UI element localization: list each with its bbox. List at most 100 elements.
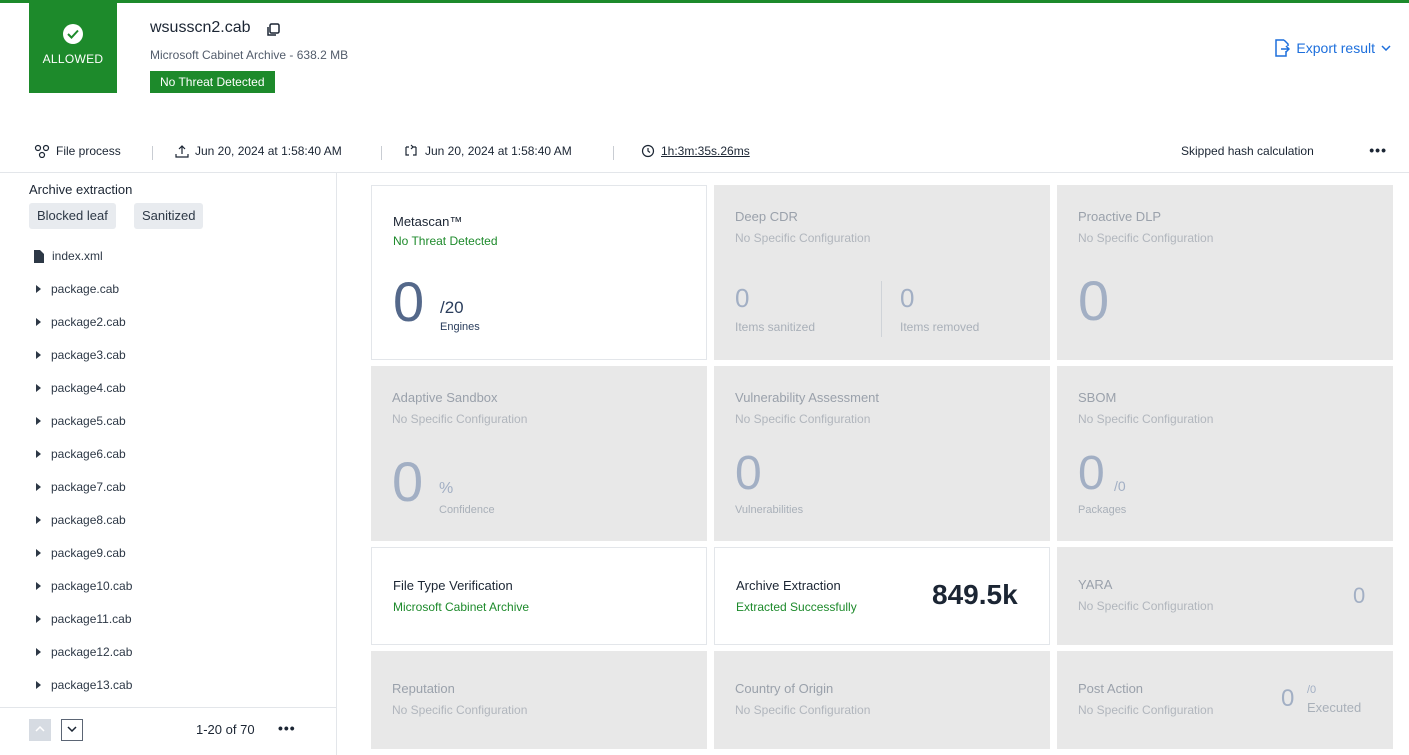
tree-item[interactable]: package5.cab: [34, 411, 126, 431]
tree-item[interactable]: package6.cab: [34, 444, 126, 464]
card-value: 0: [1078, 269, 1110, 332]
card-unit-label: Confidence: [439, 504, 495, 516]
card-value: 0: [392, 450, 424, 513]
export-icon: [1275, 39, 1291, 57]
file-icon: [34, 249, 44, 263]
card-proactive-dlp[interactable]: Proactive DLP No Specific Configuration …: [1057, 185, 1393, 360]
caret-right-icon: [36, 516, 41, 524]
card-title: SBOM: [1078, 390, 1117, 405]
tree-item-label: package3.cab: [51, 348, 126, 362]
card-status: No Specific Configuration: [735, 703, 871, 717]
card-status: No Specific Configuration: [1078, 412, 1214, 426]
process-icon: [34, 144, 50, 158]
copy-icon[interactable]: [266, 23, 280, 37]
more-options-button[interactable]: •••: [1369, 142, 1387, 158]
card-sbom[interactable]: SBOM No Specific Configuration 0 /0 Pack…: [1057, 366, 1393, 541]
file-name: wsusscn2.cab: [150, 19, 251, 36]
tree-item-label: package4.cab: [51, 381, 126, 395]
card-yara[interactable]: YARA No Specific Configuration 0: [1057, 547, 1393, 645]
caret-right-icon: [36, 384, 41, 392]
tree-item-label: package11.cab: [51, 612, 132, 626]
card-unit-label: Vulnerabilities: [735, 504, 804, 516]
tree-item-label: package5.cab: [51, 414, 126, 428]
card-value: 0: [393, 270, 425, 333]
pagination-more-button[interactable]: •••: [278, 720, 296, 736]
card-unit: %: [439, 480, 454, 497]
card-metascan[interactable]: Metascan™ No Threat Detected 0 /20 Engin…: [371, 185, 707, 360]
caret-right-icon: [36, 285, 41, 293]
card-unit-label: Packages: [1078, 504, 1127, 516]
card-title: File Type Verification: [393, 578, 513, 593]
caret-right-icon: [36, 351, 41, 359]
card-title: Metascan™: [393, 214, 463, 229]
tree-item[interactable]: package9.cab: [34, 543, 126, 563]
tree-item[interactable]: package13.cab: [34, 675, 132, 695]
tree-item[interactable]: package8.cab: [34, 510, 126, 530]
card-unit: /0: [1114, 478, 1126, 494]
card-status: No Specific Configuration: [735, 412, 871, 426]
tag-blocked-leaf[interactable]: Blocked leaf: [29, 203, 116, 229]
verdict-block: ALLOWED: [29, 3, 117, 93]
tree-item[interactable]: package11.cab: [34, 609, 132, 629]
card-title: Archive Extraction: [736, 578, 841, 593]
card-value: 849.5k: [932, 579, 1018, 610]
tree-item[interactable]: package10.cab: [34, 576, 132, 596]
items-sanitized-value: 0: [735, 283, 750, 313]
card-reputation[interactable]: Reputation No Specific Configuration: [371, 651, 707, 749]
card-adaptive-sandbox[interactable]: Adaptive Sandbox No Specific Configurati…: [371, 366, 707, 541]
verdict-label: ALLOWED: [42, 52, 104, 66]
tree-item-label: package12.cab: [51, 645, 133, 659]
card-unit: /0: [1307, 684, 1317, 696]
duration[interactable]: 1h:3m:35s.26ms: [641, 144, 750, 158]
card-file-type-verification[interactable]: File Type Verification Microsoft Cabinet…: [371, 547, 707, 645]
card-value: 0: [1281, 685, 1295, 712]
processed-time-text: Jun 20, 2024 at 1:58:40 AM: [425, 144, 572, 158]
card-value: 0: [735, 447, 762, 500]
card-title: Adaptive Sandbox: [392, 390, 498, 405]
top-accent-line: [0, 0, 1409, 3]
card-deep-cdr[interactable]: Deep CDR No Specific Configuration 0 Ite…: [714, 185, 1050, 360]
file-tree: index.xml package.cab package2.cab packa…: [0, 241, 325, 707]
items-removed-label: Items removed: [900, 320, 980, 334]
page-next-button[interactable]: [61, 719, 83, 741]
card-country-of-origin[interactable]: Country of Origin No Specific Configurat…: [714, 651, 1050, 749]
threat-status-badge: No Threat Detected: [150, 71, 275, 93]
processed-time: Jun 20, 2024 at 1:58:40 AM: [403, 144, 572, 158]
tree-item[interactable]: package7.cab: [34, 477, 126, 497]
card-vulnerability-assessment[interactable]: Vulnerability Assessment No Specific Con…: [714, 366, 1050, 541]
card-post-action[interactable]: Post Action No Specific Configuration 0 …: [1057, 651, 1393, 749]
page-prev-button[interactable]: [29, 719, 51, 741]
check-circle-icon: [63, 24, 83, 44]
caret-right-icon: [36, 483, 41, 491]
caret-right-icon: [36, 648, 41, 656]
tree-item-index-xml[interactable]: index.xml: [34, 246, 103, 266]
chevron-down-icon: [67, 726, 77, 732]
tree-item[interactable]: package12.cab: [34, 642, 132, 662]
tree-item[interactable]: package3.cab: [34, 345, 126, 365]
card-status: No Specific Configuration: [1078, 231, 1214, 245]
refresh-icon: [405, 144, 417, 156]
pagination-bar: 1-20 of 70 •••: [0, 707, 336, 755]
card-title: Vulnerability Assessment: [735, 390, 880, 405]
export-label: Export result: [1296, 40, 1375, 56]
tree-item[interactable]: package4.cab: [34, 378, 126, 398]
caret-right-icon: [36, 615, 41, 623]
tree-item[interactable]: package2.cab: [34, 312, 126, 332]
card-status: No Specific Configuration: [1078, 703, 1214, 717]
upload-time-text: Jun 20, 2024 at 1:58:40 AM: [195, 144, 342, 158]
tree-item[interactable]: package.cab: [34, 279, 119, 299]
archive-sidebar: Archive extraction Blocked leaf Sanitize…: [0, 173, 337, 755]
caret-right-icon: [36, 681, 41, 689]
card-unit-label: Executed: [1307, 700, 1362, 715]
chevron-down-icon: [1381, 45, 1391, 51]
card-unit: /20: [440, 298, 464, 317]
export-result-button[interactable]: Export result: [1274, 39, 1391, 57]
divider: [0, 172, 1409, 173]
file-process-link[interactable]: File process: [34, 144, 121, 158]
clock-icon: [641, 144, 655, 158]
hash-status: Skipped hash calculation: [1181, 144, 1314, 158]
tree-item-label: package.cab: [51, 282, 120, 296]
card-archive-extraction[interactable]: Archive Extraction Extracted Successfull…: [714, 547, 1050, 645]
card-title: Reputation: [392, 681, 455, 696]
tag-sanitized[interactable]: Sanitized: [134, 203, 204, 229]
